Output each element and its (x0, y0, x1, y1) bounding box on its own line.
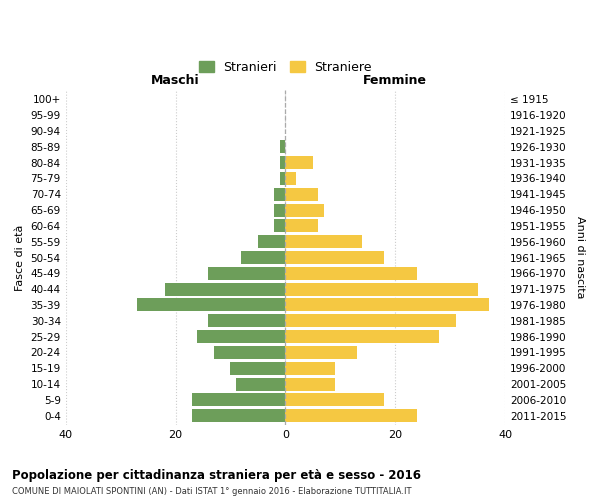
Bar (236, 378, 286, 390)
Bar (274, 204, 286, 216)
Bar (208, 267, 286, 280)
Bar (286, 282, 478, 296)
Bar (286, 409, 417, 422)
Bar (197, 330, 286, 343)
Bar (280, 156, 286, 169)
Bar (137, 298, 286, 312)
Bar (286, 251, 384, 264)
Bar (280, 140, 286, 153)
Y-axis label: Fasce di età: Fasce di età (15, 224, 25, 290)
Bar (286, 330, 439, 343)
Bar (164, 282, 286, 296)
Bar (208, 314, 286, 328)
Bar (286, 204, 324, 216)
Bar (286, 314, 455, 328)
Bar (274, 220, 286, 232)
Bar (286, 362, 335, 374)
Text: COMUNE DI MAIOLATI SPONTINI (AN) - Dati ISTAT 1° gennaio 2016 - Elaborazione TUT: COMUNE DI MAIOLATI SPONTINI (AN) - Dati … (12, 487, 412, 496)
Bar (192, 409, 286, 422)
Bar (241, 251, 286, 264)
Bar (286, 394, 384, 406)
Bar (274, 188, 286, 201)
Bar (214, 346, 286, 359)
Text: Popolazione per cittadinanza straniera per età e sesso - 2016: Popolazione per cittadinanza straniera p… (12, 470, 421, 482)
Bar (286, 267, 417, 280)
Bar (192, 394, 286, 406)
Bar (286, 378, 335, 390)
Bar (286, 156, 313, 169)
Text: Maschi: Maschi (151, 74, 200, 86)
Text: Femmine: Femmine (363, 74, 427, 86)
Bar (280, 172, 286, 185)
Bar (286, 188, 319, 201)
Y-axis label: Anni di nascita: Anni di nascita (575, 216, 585, 299)
Bar (286, 298, 488, 312)
Legend: Stranieri, Straniere: Stranieri, Straniere (194, 56, 377, 79)
Bar (286, 172, 296, 185)
Bar (286, 346, 357, 359)
Bar (286, 236, 362, 248)
Bar (286, 220, 319, 232)
Bar (258, 236, 286, 248)
Bar (230, 362, 286, 374)
